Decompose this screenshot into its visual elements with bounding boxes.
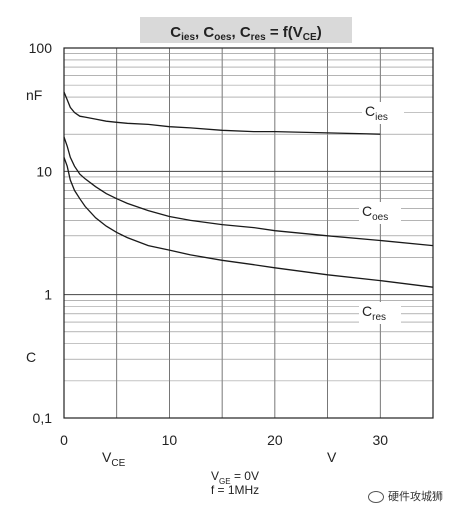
series-label-coes: Coes [362, 203, 388, 223]
chart-title-background [140, 17, 352, 43]
watermark-text: 硬件攻城狮 [388, 490, 443, 503]
test-conditions: VGE = 0Vf = 1MHz [211, 469, 259, 497]
y-tick-label: 100 [29, 40, 53, 56]
series-line-coes [63, 136, 434, 247]
y-tick-label: 0,1 [33, 410, 53, 426]
x-tick-label: 30 [372, 432, 388, 448]
x-axis-unit: V [327, 449, 337, 465]
series-label-cres: Cres [362, 303, 386, 323]
wechat-icon [368, 491, 384, 503]
y-axis-label: C [26, 349, 36, 365]
series-label-background [362, 102, 404, 124]
watermark: 硬件攻城狮 [368, 488, 443, 504]
series-lines [63, 91, 434, 288]
y-axis-unit: nF [26, 87, 42, 103]
series-label-cies: Cies [365, 103, 388, 123]
condition-line: VGE = 0V [211, 469, 259, 486]
x-axis-label: VCE [102, 449, 126, 469]
x-tick-label: 0 [60, 432, 68, 448]
chart-title-text: Cies, Coes, Cres = f(VCE) [170, 24, 321, 43]
y-axis-ticks: 0,1 1 10 100 [29, 40, 53, 426]
series-label-background [359, 302, 401, 324]
plot-grid [64, 48, 433, 418]
y-tick-label: 10 [36, 163, 52, 179]
series-labels: Cies Coes Cres [359, 102, 404, 324]
x-tick-label: 10 [162, 432, 178, 448]
condition-line: f = 1MHz [211, 483, 259, 497]
series-label-background [359, 202, 401, 224]
series-line-cres [63, 157, 434, 288]
plot-frame [63, 47, 434, 419]
series-line-cies [63, 91, 381, 135]
y-tick-label: 1 [44, 287, 52, 303]
chart-title: Cies, Coes, Cres = f(VCE) [140, 17, 352, 43]
x-tick-label: 20 [267, 432, 283, 448]
x-axis-ticks: 0 10 20 30 [60, 432, 388, 448]
